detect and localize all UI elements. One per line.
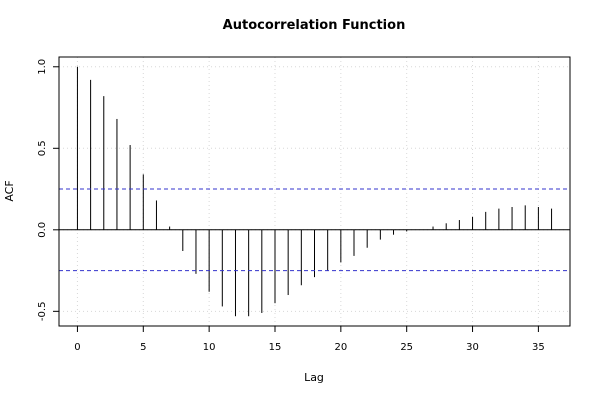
x-tick-label-15: 15 [269, 342, 282, 353]
grid [59, 57, 570, 326]
x-tick-label-30: 30 [466, 342, 479, 353]
x-tick-label-20: 20 [334, 342, 347, 353]
y-tick-label-1: 0.0 [37, 222, 48, 238]
x-tick-label-35: 35 [532, 342, 545, 353]
x-tick-label-0: 0 [74, 342, 80, 353]
chart-title: Autocorrelation Function [223, 18, 406, 33]
x-tick-label-5: 5 [140, 342, 146, 353]
x-tick-label-10: 10 [203, 342, 216, 353]
plot-frame [58, 56, 571, 327]
y-tick-label-3: 1.0 [37, 59, 48, 75]
acf-bars [76, 66, 553, 317]
y-tick-label-2: 0.5 [37, 140, 48, 156]
y-tick-label-0: -0.5 [37, 302, 48, 322]
reference-lines [59, 188, 570, 272]
y-axis: -0.5 0.0 0.5 1.0 [37, 59, 59, 321]
x-axis: 0 5 10 15 20 25 30 35 [74, 326, 545, 353]
y-axis-label: ACF [3, 180, 16, 201]
x-axis-label: Lag [304, 371, 324, 384]
x-tick-label-25: 25 [400, 342, 413, 353]
